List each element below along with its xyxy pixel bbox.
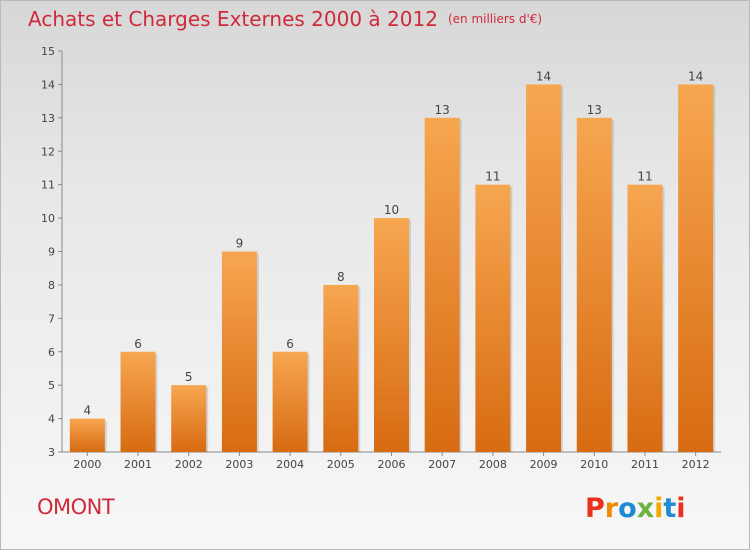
data-label-2002: 5 [185,370,193,384]
y-tick-label: 7 [48,312,55,325]
x-tick-label-2009: 2009 [530,458,558,471]
data-label-2005: 8 [337,270,345,284]
x-tick-label-2006: 2006 [378,458,406,471]
data-label-2011: 11 [637,170,652,184]
bar-2009 [526,84,562,453]
logo-letter: x [637,493,654,524]
data-label-2010: 13 [587,103,602,117]
data-label-2012: 14 [688,69,703,83]
y-tick-label: 6 [48,346,55,359]
logo-letter: P [585,493,605,524]
data-label-2004: 6 [286,337,294,351]
data-label-2009: 14 [536,69,551,83]
bar-2007 [424,117,460,452]
x-tick-label-2005: 2005 [327,458,355,471]
x-tick-label-2000: 2000 [73,458,101,471]
proxiti-logo[interactable]: Proxiti [585,489,695,525]
y-tick-label: 14 [41,78,55,91]
x-tick-label-2011: 2011 [631,458,659,471]
bar-2003 [221,251,257,452]
commune-name: OMONT [37,495,115,519]
data-labels: 4 6 5 9 6 8 10 13 11 14 13 11 14 [84,69,704,417]
logo-letter: t [663,493,676,524]
bar-2006 [374,218,409,452]
bar-2000 [69,418,105,452]
bar-2005 [323,284,359,452]
bar-2012 [678,84,714,453]
chart-title: Achats et Charges Externes 2000 à 2012 (e… [28,7,542,31]
data-label-2003: 9 [236,237,244,251]
logo-letter: o [618,493,637,524]
proxiti-logo-text: Proxiti [585,493,686,524]
data-label-2000: 4 [84,404,92,418]
bar-2001 [120,351,156,452]
y-tick-label: 13 [41,112,55,125]
y-tick-label: 3 [48,446,55,459]
bar-2008 [475,184,511,452]
x-tick-label-2001: 2001 [124,458,152,471]
bar-2004 [272,351,308,452]
x-tick-label-2003: 2003 [225,458,253,471]
y-tick-label: 9 [48,246,55,259]
x-tick-label-2012: 2012 [682,458,710,471]
y-tick-label: 15 [41,45,55,58]
x-tick-label-2002: 2002 [175,458,203,471]
bar-2002 [171,385,207,452]
data-label-2007: 13 [435,103,450,117]
y-tick-label: 10 [41,212,55,225]
x-tick-label-2010: 2010 [580,458,608,471]
x-tick-label-2007: 2007 [428,458,456,471]
bar-2011 [627,184,663,452]
y-tick-label: 4 [48,413,55,426]
y-tick-label: 11 [41,179,55,192]
logo-letter: i [654,493,663,524]
bar-2010 [576,117,612,452]
data-label-2001: 6 [134,337,142,351]
x-tick-label-2008: 2008 [479,458,507,471]
logo-letter: r [605,493,619,524]
logo-letter: i [676,493,685,524]
bars [69,84,716,453]
axes: 3 4 5 6 7 8 9 10 11 12 13 14 15 2000 2001 2002 2003 2004 2… [41,45,721,471]
y-tick-label: 12 [41,145,55,158]
y-tick-label: 8 [48,279,55,292]
data-label-2006: 10 [384,203,399,217]
data-label-2008: 11 [485,170,500,184]
title-text: Achats et Charges Externes 2000 à 2012 [28,7,438,31]
x-tick-label-2004: 2004 [276,458,304,471]
unit-subtitle: (en milliers d'€) [447,12,543,26]
y-tick-label: 5 [48,379,55,392]
